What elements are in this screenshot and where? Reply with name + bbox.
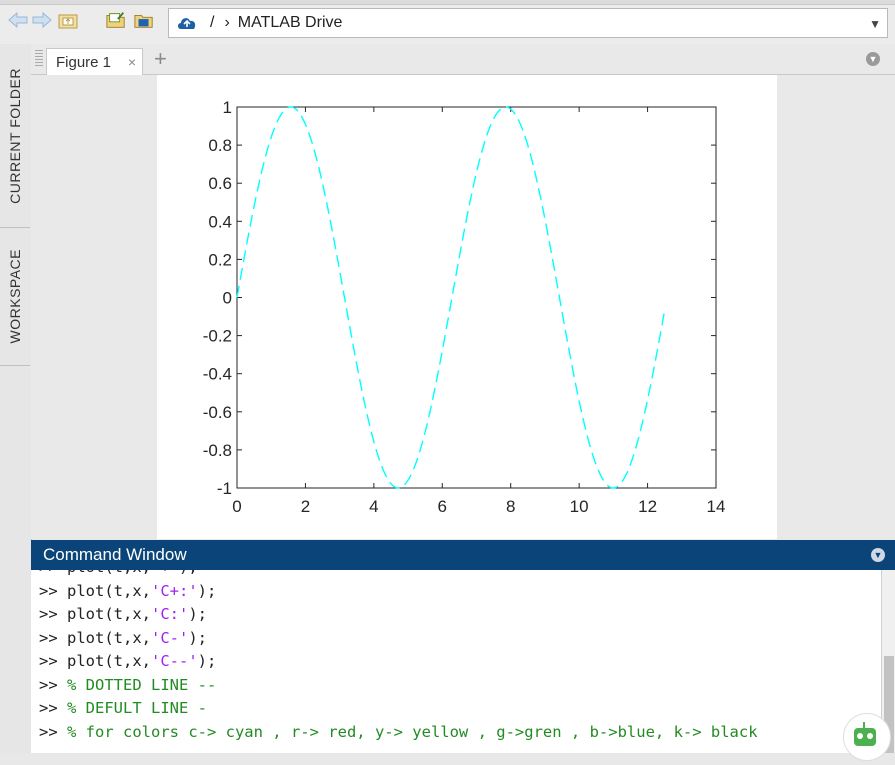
command-post: );: [197, 652, 217, 670]
command-post: );: [179, 570, 198, 576]
y-tick-label: 1: [223, 98, 232, 117]
command-line: >> plot(t,x,'C+:');: [39, 582, 216, 600]
command-window-menu-icon[interactable]: ▼: [871, 548, 885, 562]
tab-workspace-label: WORKSPACE: [7, 248, 23, 344]
y-tick-label: -0.8: [203, 441, 232, 460]
figure-tab-bar: Figure 1 × + ▼: [31, 44, 895, 75]
y-tick-label: -0.6: [203, 403, 232, 422]
command-str: '+': [151, 570, 179, 576]
up-folder-icon[interactable]: [58, 10, 78, 30]
sidebar: CURRENT FOLDER WORKSPACE: [0, 44, 32, 753]
command-pre: plot(t,x,: [67, 570, 151, 576]
address-bar[interactable]: / › MATLAB Drive ▼: [168, 8, 888, 38]
command-pre: plot(t,x,: [67, 652, 151, 670]
y-tick-label: -0.4: [203, 365, 232, 384]
command-str: 'C--': [151, 652, 198, 670]
open-folder-icon[interactable]: [106, 10, 126, 30]
command-line: >> plot(t,x,'C--');: [39, 652, 216, 670]
command-str: 'C-': [151, 628, 189, 647]
command-post: );: [188, 628, 207, 647]
address-path[interactable]: MATLAB Drive: [237, 14, 343, 31]
command-comment: % for colors c-> cyan , r-> red, y-> yel…: [67, 722, 758, 741]
command-prompt: >>: [39, 570, 67, 576]
forward-arrow-icon[interactable]: [32, 10, 52, 30]
back-arrow-icon[interactable]: [8, 10, 28, 30]
toolbar: / › MATLAB Drive ▼: [0, 0, 895, 45]
command-comment: % DEFULT LINE -: [67, 699, 207, 717]
y-tick-label: -0.2: [203, 327, 232, 346]
y-tick-label: 0: [223, 289, 232, 308]
x-tick-label: 0: [232, 497, 241, 516]
command-prompt: >>: [39, 628, 67, 647]
toolbar-top-strip: [0, 0, 895, 5]
series-line-sin: [236, 106, 666, 489]
x-tick-label: 14: [707, 497, 726, 516]
chevron-down-icon[interactable]: ▼: [869, 17, 881, 31]
plot-canvas: 0 2 4 6 8 10 12 14 1 0.8 0.6 0.4 0.2 0 -0.2 -0.4 -0.6 -0.…: [157, 75, 777, 539]
chart: 0 2 4 6 8 10 12 14 1 0.8 0.6 0.4 0.2 0 -0.2 -0.4 -0.6 -0.…: [203, 98, 726, 516]
command-prompt: >>: [39, 699, 67, 717]
command-line: >> plot(t,x,'C-');: [39, 629, 207, 647]
command-prompt: >>: [39, 652, 67, 670]
command-pre: plot(t,x,: [67, 605, 151, 623]
y-tick-label: 0.2: [208, 250, 232, 269]
command-window-header: Command Window ▼: [31, 540, 895, 570]
command-line: >> % DOTTED LINE --: [39, 676, 216, 694]
cloud-icon: [176, 15, 198, 31]
tab-figure-1[interactable]: Figure 1 ×: [46, 48, 143, 75]
tab-current-folder[interactable]: CURRENT FOLDER: [0, 44, 30, 228]
command-window-body[interactable]: >> plot(t,x,'+');>> plot(t,x,'C+:');>> p…: [31, 570, 881, 753]
drag-handle-icon[interactable]: [35, 50, 43, 68]
command-prompt: >>: [39, 722, 67, 741]
axes-box: [236, 106, 717, 489]
tab-current-folder-label: CURRENT FOLDER: [7, 67, 23, 204]
command-pre: plot(t,x,: [67, 581, 151, 600]
command-window-scrollbar[interactable]: [881, 570, 895, 753]
x-tick-label: 10: [570, 497, 589, 516]
command-post: );: [188, 605, 207, 623]
y-tick-label: -1: [217, 479, 232, 498]
y-tick-label: 0.6: [208, 174, 232, 193]
scrollbar-thumb[interactable]: [884, 656, 894, 753]
panel-menu-icon[interactable]: ▼: [866, 52, 880, 66]
tab-workspace[interactable]: WORKSPACE: [0, 227, 30, 366]
add-figure-icon[interactable]: +: [154, 46, 167, 71]
command-prompt: >>: [39, 605, 67, 623]
command-window-title: Command Window: [43, 545, 187, 564]
command-prompt: >>: [39, 581, 67, 600]
command-line: >> plot(t,x,'C:');: [39, 605, 207, 623]
x-tick-label: 2: [301, 497, 310, 516]
address-separator: ›: [224, 14, 230, 31]
command-prompt: >>: [39, 675, 67, 694]
figure-tab-label: Figure 1: [56, 53, 112, 71]
x-tick-label: 12: [638, 497, 657, 516]
address-root[interactable]: /: [210, 14, 215, 31]
command-line: >> % for colors c-> cyan , r-> red, y-> …: [39, 723, 758, 741]
command-str: 'C+:': [151, 581, 198, 600]
x-tick-label: 8: [506, 497, 515, 516]
x-tick-label: 6: [438, 497, 447, 516]
y-tick-label: 0.4: [208, 212, 232, 231]
y-tick-label: 0.8: [208, 136, 232, 155]
command-line: >> % DEFULT LINE -: [39, 699, 207, 717]
close-icon[interactable]: ×: [127, 54, 136, 70]
browse-folder-icon[interactable]: [134, 10, 154, 30]
command-pre: plot(t,x,: [67, 628, 151, 647]
command-str: 'C:': [151, 605, 189, 623]
assistant-bot-icon[interactable]: [843, 713, 891, 761]
command-line: >> plot(t,x,'+');: [39, 570, 198, 576]
x-tick-label: 4: [369, 497, 378, 516]
command-comment: % DOTTED LINE --: [67, 675, 217, 694]
command-post: );: [197, 581, 217, 600]
